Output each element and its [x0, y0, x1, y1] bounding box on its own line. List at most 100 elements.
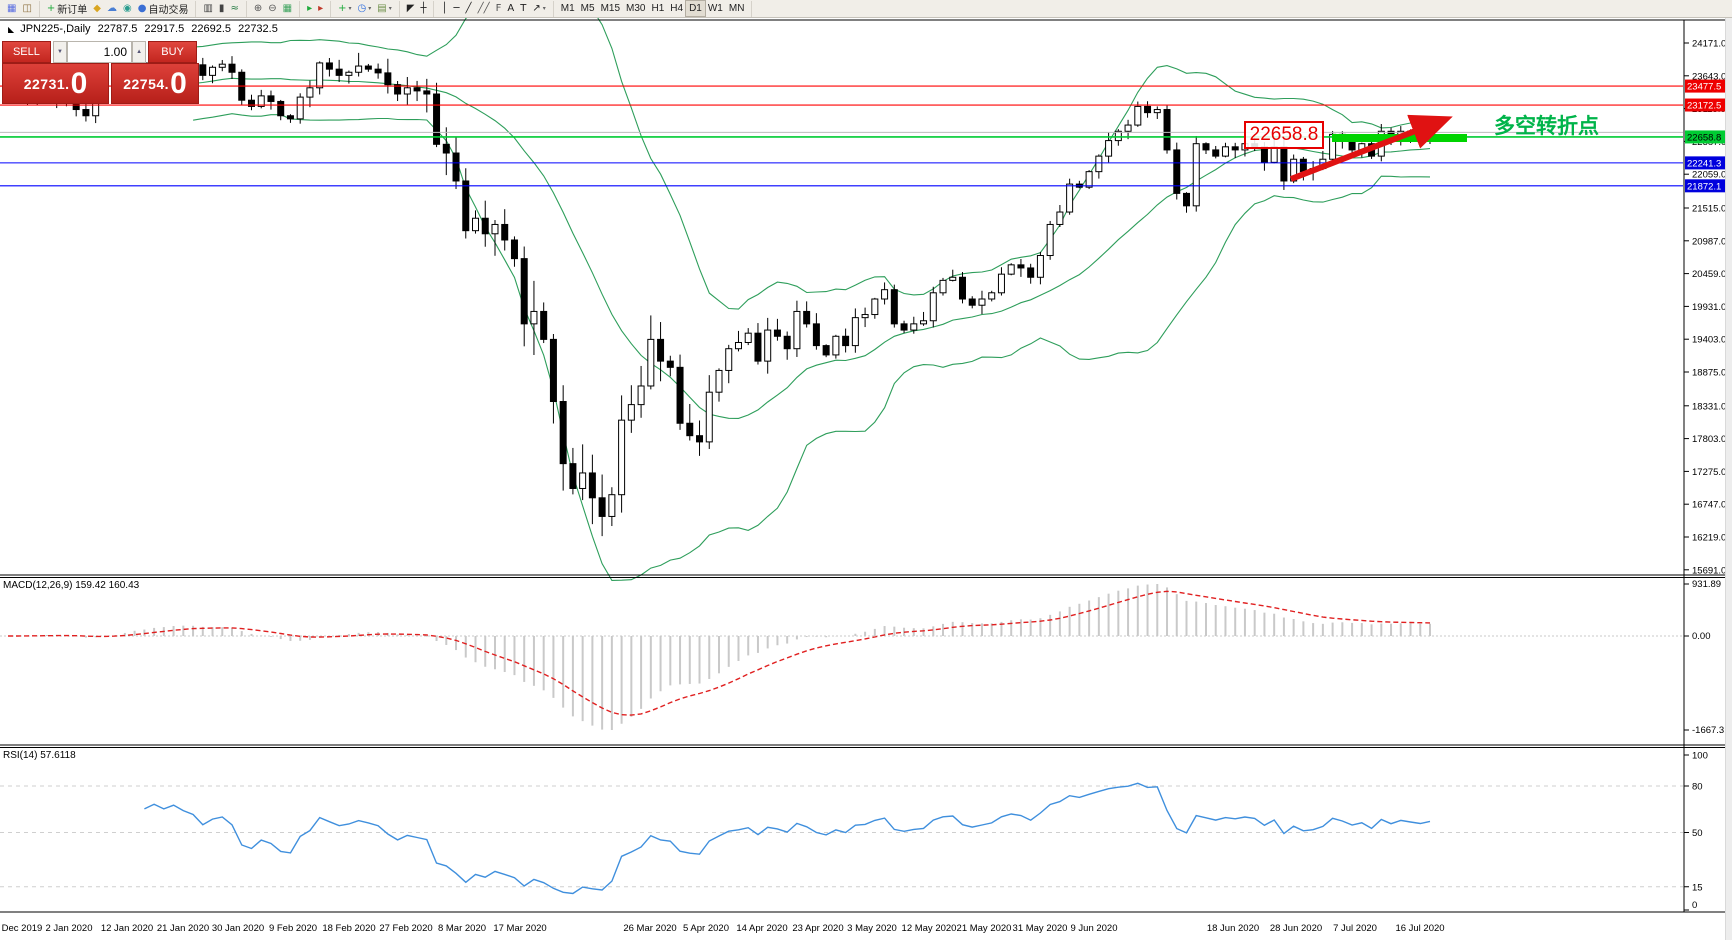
- text-button[interactable]: A: [504, 1, 517, 16]
- vertical-line-button[interactable]: │: [438, 1, 450, 16]
- macd-name: MACD(12,26,9): [3, 580, 73, 591]
- crosshair-icon: ┼: [420, 3, 427, 14]
- zoom-out-icon: ⊖: [268, 3, 277, 14]
- toolbar-group: ▦ ◫: [0, 0, 40, 17]
- svg-text:20987.0: 20987.0: [1692, 236, 1726, 247]
- volume-input[interactable]: 1.00: [67, 41, 132, 63]
- drawn-objects[interactable]: [1289, 114, 1467, 182]
- indicators-button-caret-icon: ▾: [348, 6, 352, 12]
- ohlc-high: 22917.5: [144, 23, 185, 35]
- timeframe-h1-button[interactable]: H1: [648, 1, 667, 16]
- tile-windows-button[interactable]: ▦: [280, 1, 295, 16]
- indicators-button[interactable]: + ▾: [335, 1, 354, 16]
- symbol-period-label: JPN225-,Daily: [20, 23, 91, 35]
- svg-text:21 Jan 2020: 21 Jan 2020: [157, 923, 209, 934]
- svg-text:26 Mar 2020: 26 Mar 2020: [623, 923, 676, 934]
- vertical-scrollbar[interactable]: [1725, 0, 1732, 940]
- timeframe-m15-button[interactable]: M15: [598, 1, 623, 16]
- timeframe-m30-button[interactable]: M30: [623, 1, 648, 16]
- svg-text:5 Apr 2020: 5 Apr 2020: [683, 923, 729, 934]
- zoom-out-button[interactable]: ⊖: [265, 1, 279, 16]
- equidistant-channel-button[interactable]: ╱╱: [475, 1, 493, 16]
- svg-text:4 Dec 2019: 4 Dec 2019: [0, 923, 42, 934]
- community-button[interactable]: ☁: [104, 1, 120, 16]
- sell-price-button[interactable]: 22731. 0: [2, 63, 109, 104]
- signals-icon: ◉: [123, 3, 132, 14]
- buy-price-button[interactable]: 22754. 0: [111, 63, 199, 104]
- new-order-button[interactable]: + 新订单: [44, 1, 90, 16]
- one-click-trade-panel: SELL ▼ 1.00 ▲ BUY 22731. 0 22754. 0: [2, 41, 199, 104]
- metaeditor-button[interactable]: ◆: [90, 1, 104, 16]
- svg-text:24171.0: 24171.0: [1692, 39, 1726, 50]
- timeframe-m5-button[interactable]: M5: [578, 1, 598, 16]
- timeframe-m30-button-label: M30: [626, 3, 646, 14]
- toolbar-group: │ ─ ╱ ╱╱ F A T ↗ ▾: [434, 0, 554, 17]
- candlestick-chart-button[interactable]: ▮: [216, 1, 228, 16]
- sell-button[interactable]: SELL: [2, 41, 51, 63]
- indicators-icon: +: [338, 3, 347, 14]
- rsi-name: RSI(14): [3, 750, 38, 761]
- svg-text:17 Mar 2020: 17 Mar 2020: [493, 923, 546, 934]
- sell-price-big-digit: 0: [70, 66, 88, 100]
- timeframe-h4-button[interactable]: H4: [667, 1, 686, 16]
- svg-text:0.00: 0.00: [1692, 631, 1711, 642]
- svg-text:30 Jan 2020: 30 Jan 2020: [212, 923, 264, 934]
- macd-label: MACD(12,26,9) 159.42 160.43: [3, 580, 139, 591]
- svg-text:18875.0: 18875.0: [1692, 368, 1726, 379]
- cursor-icon: ◤: [406, 3, 415, 14]
- crosshair-button[interactable]: ┼: [417, 1, 429, 16]
- arrows-button[interactable]: ↗ ▾: [529, 1, 548, 16]
- svg-text:7 Jul 2020: 7 Jul 2020: [1333, 923, 1377, 934]
- svg-text:931.89: 931.89: [1692, 579, 1721, 590]
- timeframe-m1-button[interactable]: M1: [558, 1, 578, 16]
- cursor-button[interactable]: ◤: [404, 1, 418, 16]
- signals-button[interactable]: ◉: [120, 1, 135, 16]
- svg-text:18 Jun 2020: 18 Jun 2020: [1207, 923, 1259, 934]
- new-order-icon: +: [46, 3, 56, 14]
- volume-decrease-button[interactable]: ▼: [52, 41, 67, 63]
- svg-text:19931.0: 19931.0: [1692, 302, 1726, 313]
- svg-text:20459.0: 20459.0: [1692, 269, 1726, 280]
- toolbar: ▦ ◫ + 新订单 ◆ ☁ ◉ ● 自动交易 ▥ ▮ ≈ ⊕ ⊖ ▦ ▸ ▸ + ▾ ◷ ▾ ▤ ▾ ◤ ┼ │ ─ ╱ ╱╱ F A T ↗ ▾…: [0, 0, 1732, 18]
- text-label-icon: T: [520, 3, 527, 14]
- toolbar-group: + ▾ ◷ ▾ ▤ ▾: [331, 0, 400, 17]
- line-chart-button[interactable]: ≈: [227, 1, 241, 16]
- auto-scroll-button[interactable]: ▸: [304, 1, 315, 16]
- price-axis[interactable]: 24171.023643.023115.022587.022059.021515…: [1683, 20, 1726, 912]
- chart-header: ◣ JPN225-,Daily 22787.5 22917.5 22692.5 …: [8, 23, 282, 35]
- svg-text:23172.5: 23172.5: [1687, 101, 1721, 112]
- svg-text:15691.0: 15691.0: [1692, 565, 1726, 576]
- fibonacci-icon: F: [495, 3, 502, 14]
- timeframe-m1-button-label: M1: [560, 3, 575, 14]
- volume-increase-button[interactable]: ▲: [132, 41, 147, 63]
- metaeditor-icon: ◆: [93, 3, 101, 14]
- trendline-button[interactable]: ╱: [463, 1, 475, 16]
- timeframe-d1-button[interactable]: D1: [685, 0, 706, 17]
- price-annotation-flag[interactable]: 22658.8: [1244, 121, 1324, 149]
- svg-text:22059.0: 22059.0: [1692, 170, 1726, 181]
- zoom-in-button[interactable]: ⊕: [251, 1, 265, 16]
- buy-button[interactable]: BUY: [148, 41, 197, 63]
- templates-button[interactable]: ▤ ▾: [374, 1, 394, 16]
- svg-text:21 May 2020: 21 May 2020: [957, 923, 1012, 934]
- horizontal-line-button[interactable]: ─: [451, 1, 463, 16]
- profiles-button[interactable]: ◫: [19, 1, 34, 16]
- timeframe-mn-button[interactable]: MN: [726, 1, 748, 16]
- buy-price-big-digit: 0: [170, 66, 187, 100]
- fibonacci-button[interactable]: F: [493, 1, 505, 16]
- new-chart-button[interactable]: ▦: [4, 1, 19, 16]
- turning-point-note[interactable]: 多空转折点: [1494, 114, 1599, 138]
- text-label-button[interactable]: T: [517, 1, 529, 16]
- chart-shift-button[interactable]: ▸: [315, 1, 326, 16]
- autotrading-icon: ●: [137, 3, 147, 14]
- bar-chart-button[interactable]: ▥: [200, 1, 215, 16]
- timeframe-w1-button[interactable]: W1: [705, 1, 726, 16]
- profiles-icon: ◫: [22, 3, 32, 14]
- autotrading-button[interactable]: ● 自动交易: [135, 1, 192, 16]
- svg-text:16219.0: 16219.0: [1692, 533, 1726, 544]
- text-icon: A: [507, 3, 515, 14]
- timeframe-m15-button-label: M15: [600, 3, 621, 14]
- periods-button[interactable]: ◷ ▾: [355, 1, 375, 16]
